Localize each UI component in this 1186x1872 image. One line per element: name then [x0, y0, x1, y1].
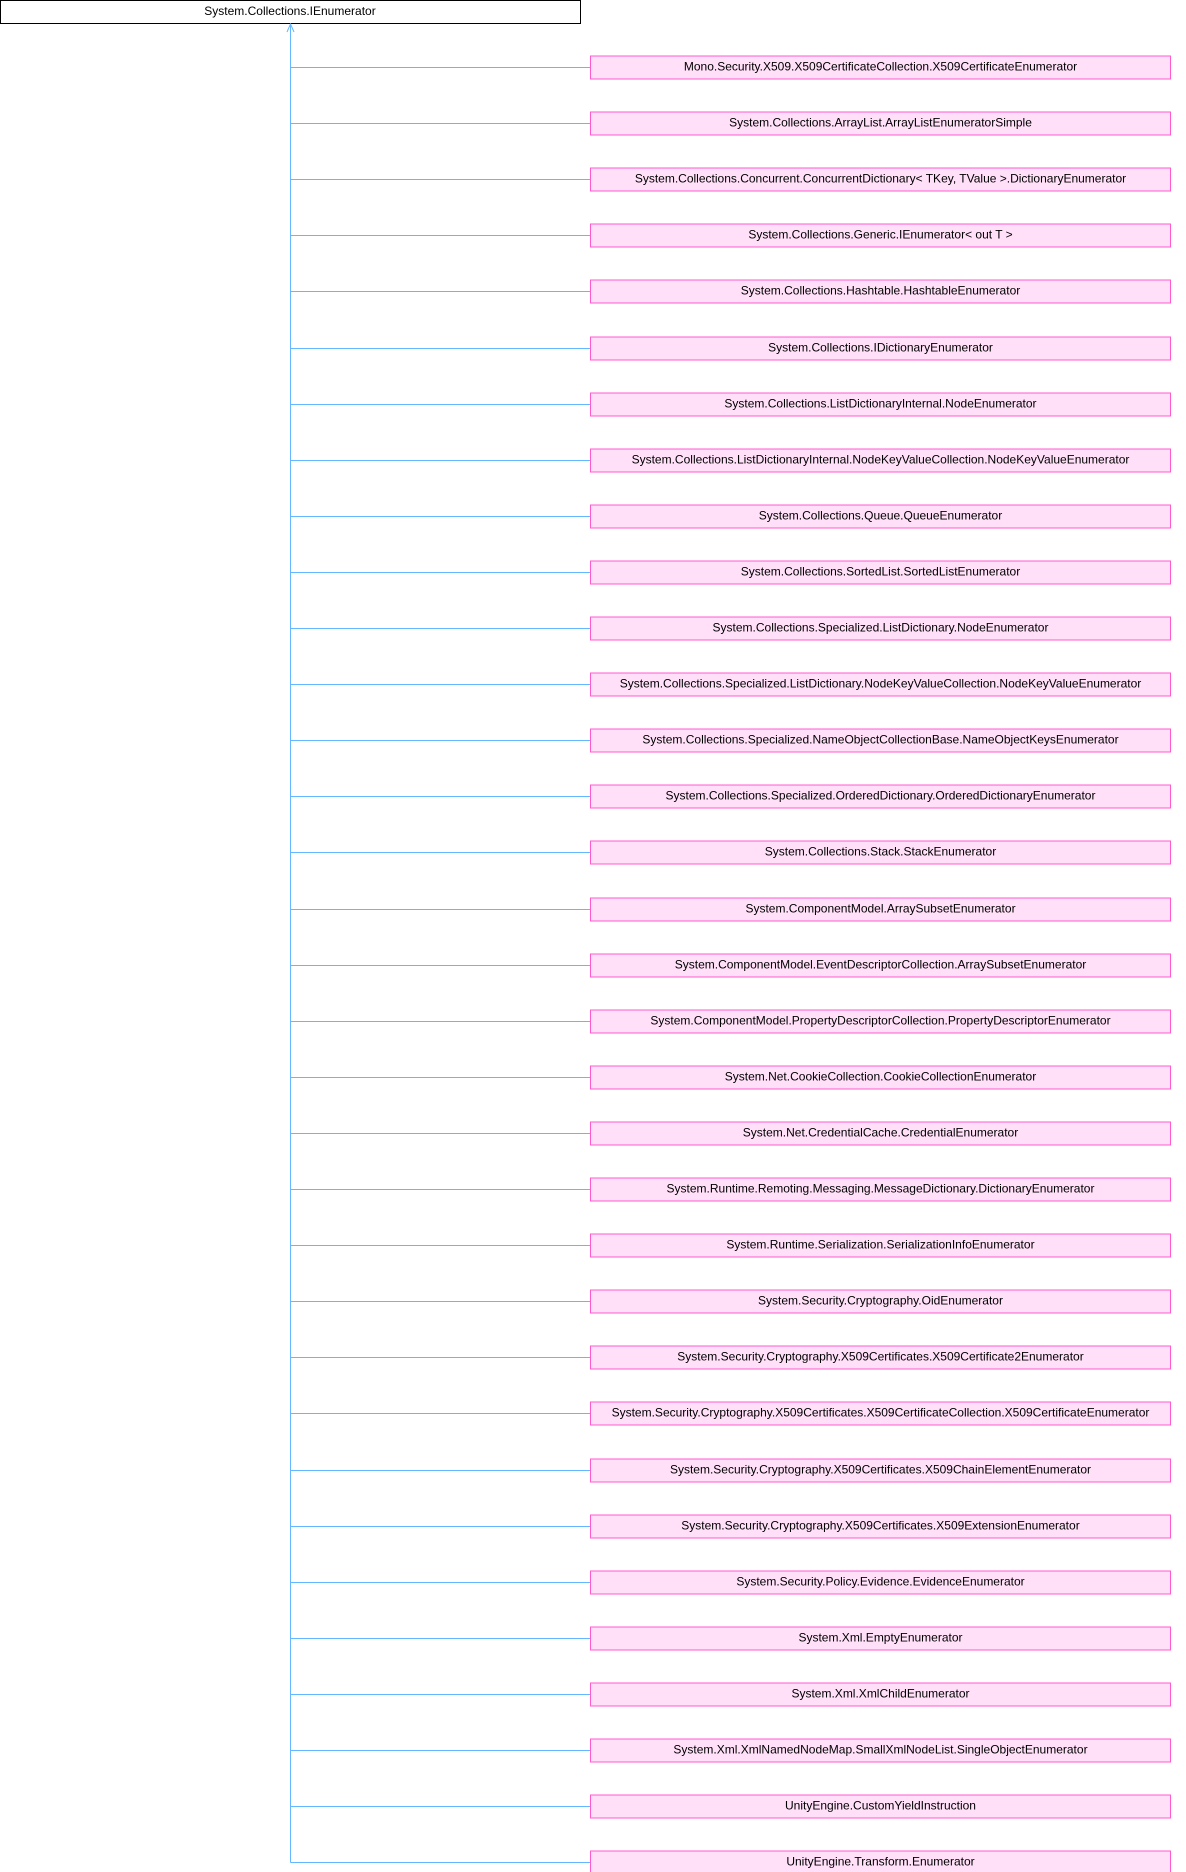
node-box	[590, 1738, 1171, 1763]
arrowhead	[286, 22, 295, 33]
node-label: System.Net.CookieCollection.CookieCollec…	[725, 1070, 1036, 1084]
node-label: UnityEngine.Transform.Enumerator	[786, 1855, 974, 1869]
node-label: System.Collections.Generic.IEnumerator< …	[748, 228, 1012, 242]
node-box	[590, 840, 1171, 865]
node-box	[590, 1458, 1171, 1483]
node-label: System.Collections.Specialized.OrderedDi…	[666, 789, 1096, 803]
node-label: System.Security.Cryptography.X509Certifi…	[681, 1519, 1079, 1533]
node-label: System.Security.Policy.Evidence.Evidence…	[736, 1575, 1024, 1589]
node-box	[590, 1065, 1171, 1090]
node-box	[590, 1177, 1171, 1202]
node-box	[590, 728, 1171, 753]
node-box	[590, 1514, 1171, 1539]
node-box	[590, 1626, 1171, 1651]
node-box	[590, 1289, 1171, 1314]
node-label: System.ComponentModel.ArraySubsetEnumera…	[745, 902, 1015, 916]
node-box	[590, 560, 1171, 585]
node-box	[590, 1850, 1171, 1872]
node-box	[590, 1570, 1171, 1595]
node-box	[590, 784, 1171, 809]
node-label: System.Collections.ListDictionaryInterna…	[632, 453, 1130, 467]
node-label: System.Security.Cryptography.X509Certifi…	[677, 1350, 1083, 1364]
node-box	[590, 167, 1171, 192]
node-box	[590, 336, 1171, 361]
node-label: System.Collections.IDictionaryEnumerator	[768, 341, 993, 355]
node-label: System.ComponentModel.PropertyDescriptor…	[650, 1014, 1110, 1028]
node-box	[590, 504, 1171, 529]
node-label: System.Xml.XmlNamedNodeMap.SmallXmlNodeL…	[673, 1743, 1087, 1757]
node-label: System.Collections.SortedList.SortedList…	[741, 565, 1020, 579]
node-label: UnityEngine.CustomYieldInstruction	[785, 1799, 976, 1813]
node-label: System.Net.CredentialCache.CredentialEnu…	[743, 1126, 1018, 1140]
node-label: System.Runtime.Serialization.Serializati…	[726, 1238, 1034, 1252]
node-box	[590, 279, 1171, 304]
node-box	[590, 1233, 1171, 1258]
node-label: System.Collections.Hashtable.HashtableEn…	[741, 284, 1020, 298]
node-box	[590, 111, 1171, 136]
node-label: System.Security.Cryptography.OidEnumerat…	[758, 1294, 1003, 1308]
node-box	[590, 223, 1171, 248]
node-label: System.Collections.Queue.QueueEnumerator	[759, 509, 1002, 523]
nodes: Mono.Security.X509.X509CertificateCollec…	[590, 55, 1171, 1872]
node-label: System.Collections.ArrayList.ArrayListEn…	[729, 116, 1032, 130]
node-label: System.Collections.ListDictionaryInterna…	[724, 397, 1036, 411]
node-label: System.Collections.Specialized.NameObjec…	[642, 733, 1118, 747]
node-box	[590, 1401, 1171, 1426]
node-box	[590, 1009, 1171, 1034]
node-box	[590, 1345, 1171, 1370]
node-label: System.Xml.XmlChildEnumerator	[791, 1687, 969, 1701]
node-box	[590, 1794, 1171, 1819]
node-box	[590, 897, 1171, 922]
node-box	[590, 1682, 1171, 1707]
node-box	[590, 1121, 1171, 1146]
node-label: System.Collections.Specialized.ListDicti…	[713, 621, 1049, 635]
node-label: System.Runtime.Remoting.Messaging.Messag…	[667, 1182, 1095, 1196]
node-label: System.Security.Cryptography.X509Certifi…	[612, 1406, 1150, 1420]
node-label: System.Collections.Concurrent.Concurrent…	[635, 172, 1126, 186]
root-label: System.Collections.IEnumerator	[204, 4, 375, 18]
node-label: Mono.Security.X509.X509CertificateCollec…	[684, 60, 1077, 74]
node-label: System.Collections.Stack.StackEnumerator	[765, 845, 996, 859]
node-label: System.Security.Cryptography.X509Certifi…	[670, 1463, 1091, 1477]
links	[286, 22, 591, 1863]
node-box	[590, 953, 1171, 978]
node-box	[590, 448, 1171, 473]
node-box	[590, 616, 1171, 641]
node-box	[590, 392, 1171, 417]
node-label: System.Xml.EmptyEnumerator	[798, 1631, 962, 1645]
node-label: System.Collections.Specialized.ListDicti…	[620, 677, 1142, 691]
node-label: System.ComponentModel.EventDescriptorCol…	[675, 958, 1087, 972]
node-box	[590, 55, 1171, 80]
node-box	[590, 672, 1171, 697]
